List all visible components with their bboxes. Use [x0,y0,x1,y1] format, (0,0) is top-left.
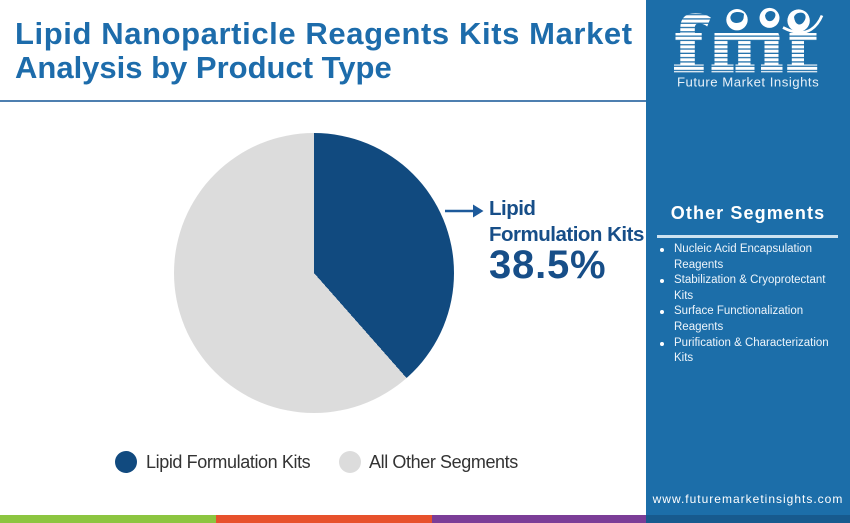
svg-text:Future Market Insights: Future Market Insights [677,75,819,90]
